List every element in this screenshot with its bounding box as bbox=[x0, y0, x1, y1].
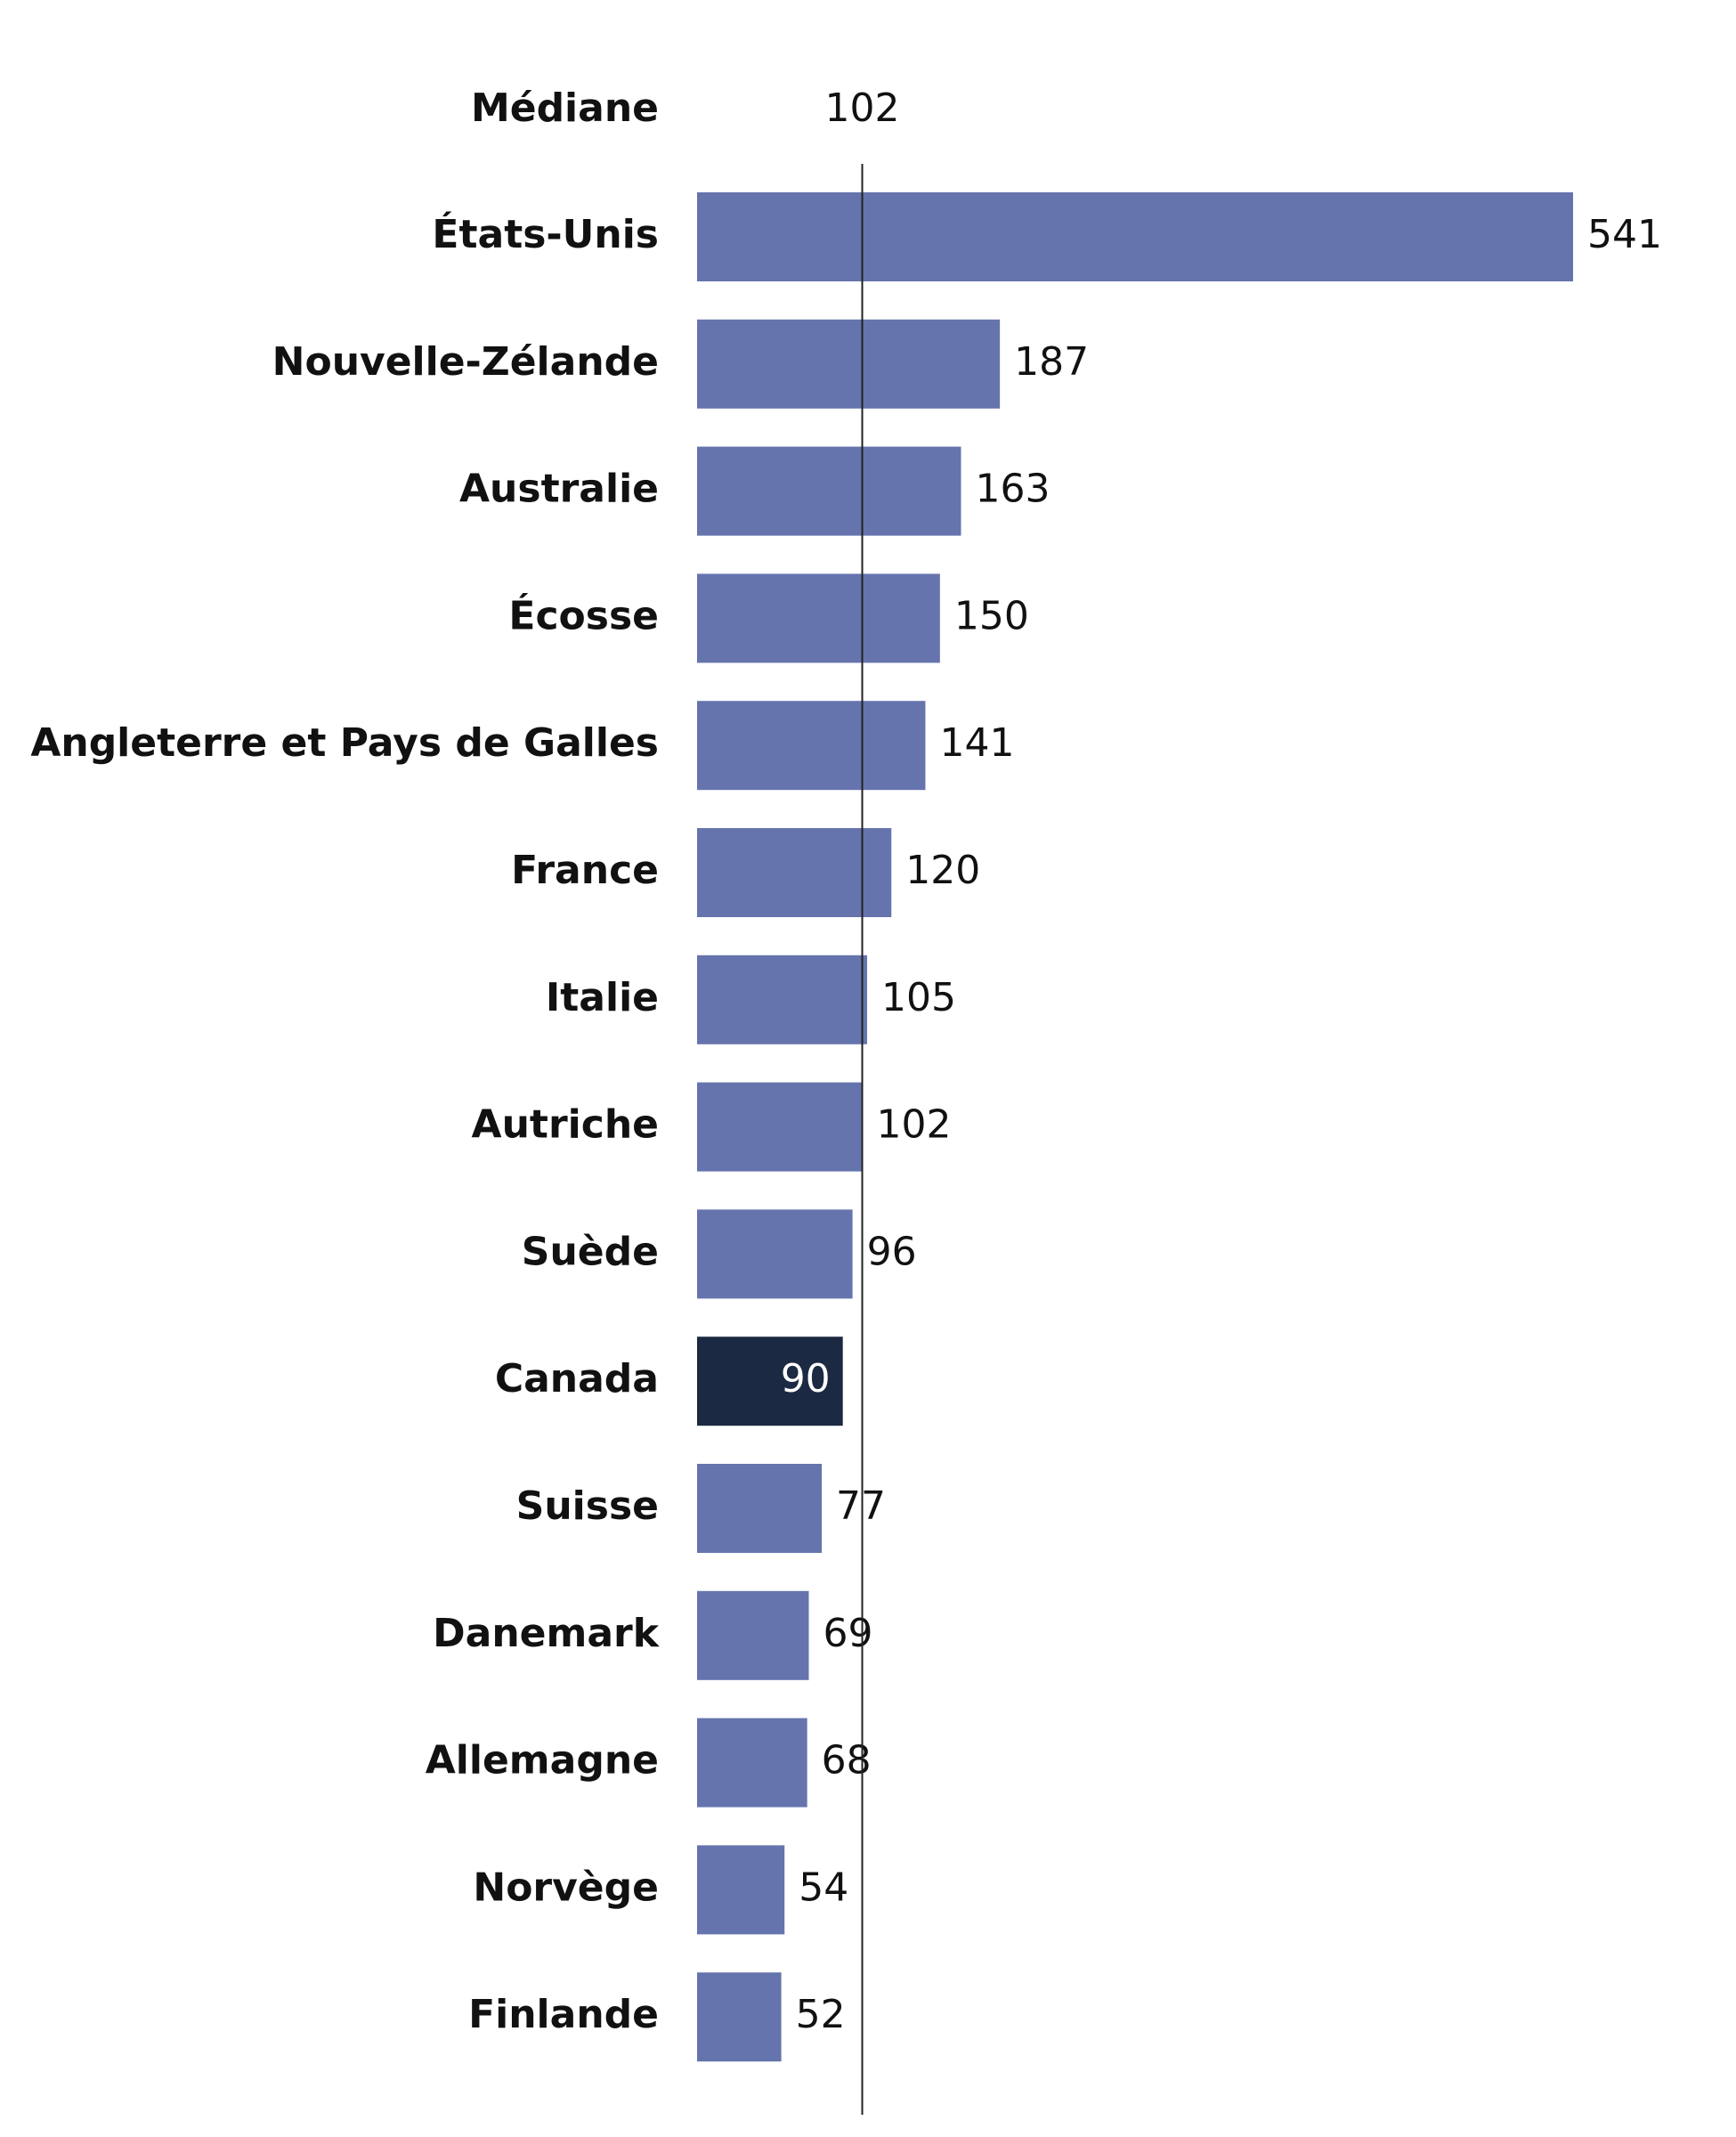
median-label: Médiane bbox=[471, 85, 659, 131]
category-label: Allemagne bbox=[426, 1738, 659, 1784]
category-label: Finlande bbox=[468, 1992, 659, 2037]
value-label: 96 bbox=[867, 1229, 917, 1274]
category-label: Italie bbox=[546, 975, 659, 1020]
value-label: 54 bbox=[799, 1865, 848, 1910]
category-label: Angleterre et Pays de Galles bbox=[30, 720, 659, 766]
value-label: 105 bbox=[881, 975, 956, 1020]
category-label: Canada bbox=[495, 1356, 659, 1402]
bar bbox=[697, 1082, 863, 1172]
bar bbox=[697, 1209, 853, 1299]
category-label: États-Unis bbox=[432, 210, 659, 257]
category-label: Australie bbox=[459, 467, 659, 512]
value-label: 163 bbox=[975, 467, 1050, 512]
bar bbox=[697, 828, 892, 917]
bar bbox=[697, 1464, 823, 1553]
bar bbox=[697, 446, 961, 536]
bar bbox=[697, 1972, 782, 2062]
category-label: Norvège bbox=[473, 1865, 659, 1910]
value-label: 90 bbox=[781, 1356, 831, 1402]
category-label: Danemark bbox=[433, 1611, 661, 1656]
category-label: Suisse bbox=[516, 1483, 659, 1529]
value-label: 541 bbox=[1587, 212, 1662, 257]
value-label: 150 bbox=[954, 593, 1029, 638]
bar bbox=[697, 1845, 785, 1935]
value-label: 141 bbox=[939, 720, 1014, 766]
bar bbox=[697, 1718, 807, 1808]
bar bbox=[697, 955, 867, 1044]
value-label: 68 bbox=[822, 1738, 872, 1784]
value-label: 120 bbox=[905, 848, 980, 893]
bar bbox=[697, 1337, 843, 1426]
value-label: 69 bbox=[823, 1611, 873, 1656]
value-label: 77 bbox=[836, 1483, 886, 1529]
category-label: Écosse bbox=[508, 591, 659, 638]
value-label: 187 bbox=[1014, 339, 1089, 385]
value-label: 102 bbox=[877, 1102, 952, 1148]
bar bbox=[697, 319, 1001, 409]
bar bbox=[697, 1590, 809, 1680]
bar bbox=[697, 192, 1573, 281]
category-label: Nouvelle-Zélande bbox=[272, 339, 659, 385]
category-label: Autriche bbox=[472, 1102, 659, 1148]
category-label: Suède bbox=[522, 1229, 659, 1274]
category-label: France bbox=[511, 848, 659, 893]
value-label: 52 bbox=[796, 1992, 846, 2037]
bar bbox=[697, 573, 940, 663]
median-value: 102 bbox=[825, 85, 900, 131]
bar bbox=[697, 701, 926, 791]
